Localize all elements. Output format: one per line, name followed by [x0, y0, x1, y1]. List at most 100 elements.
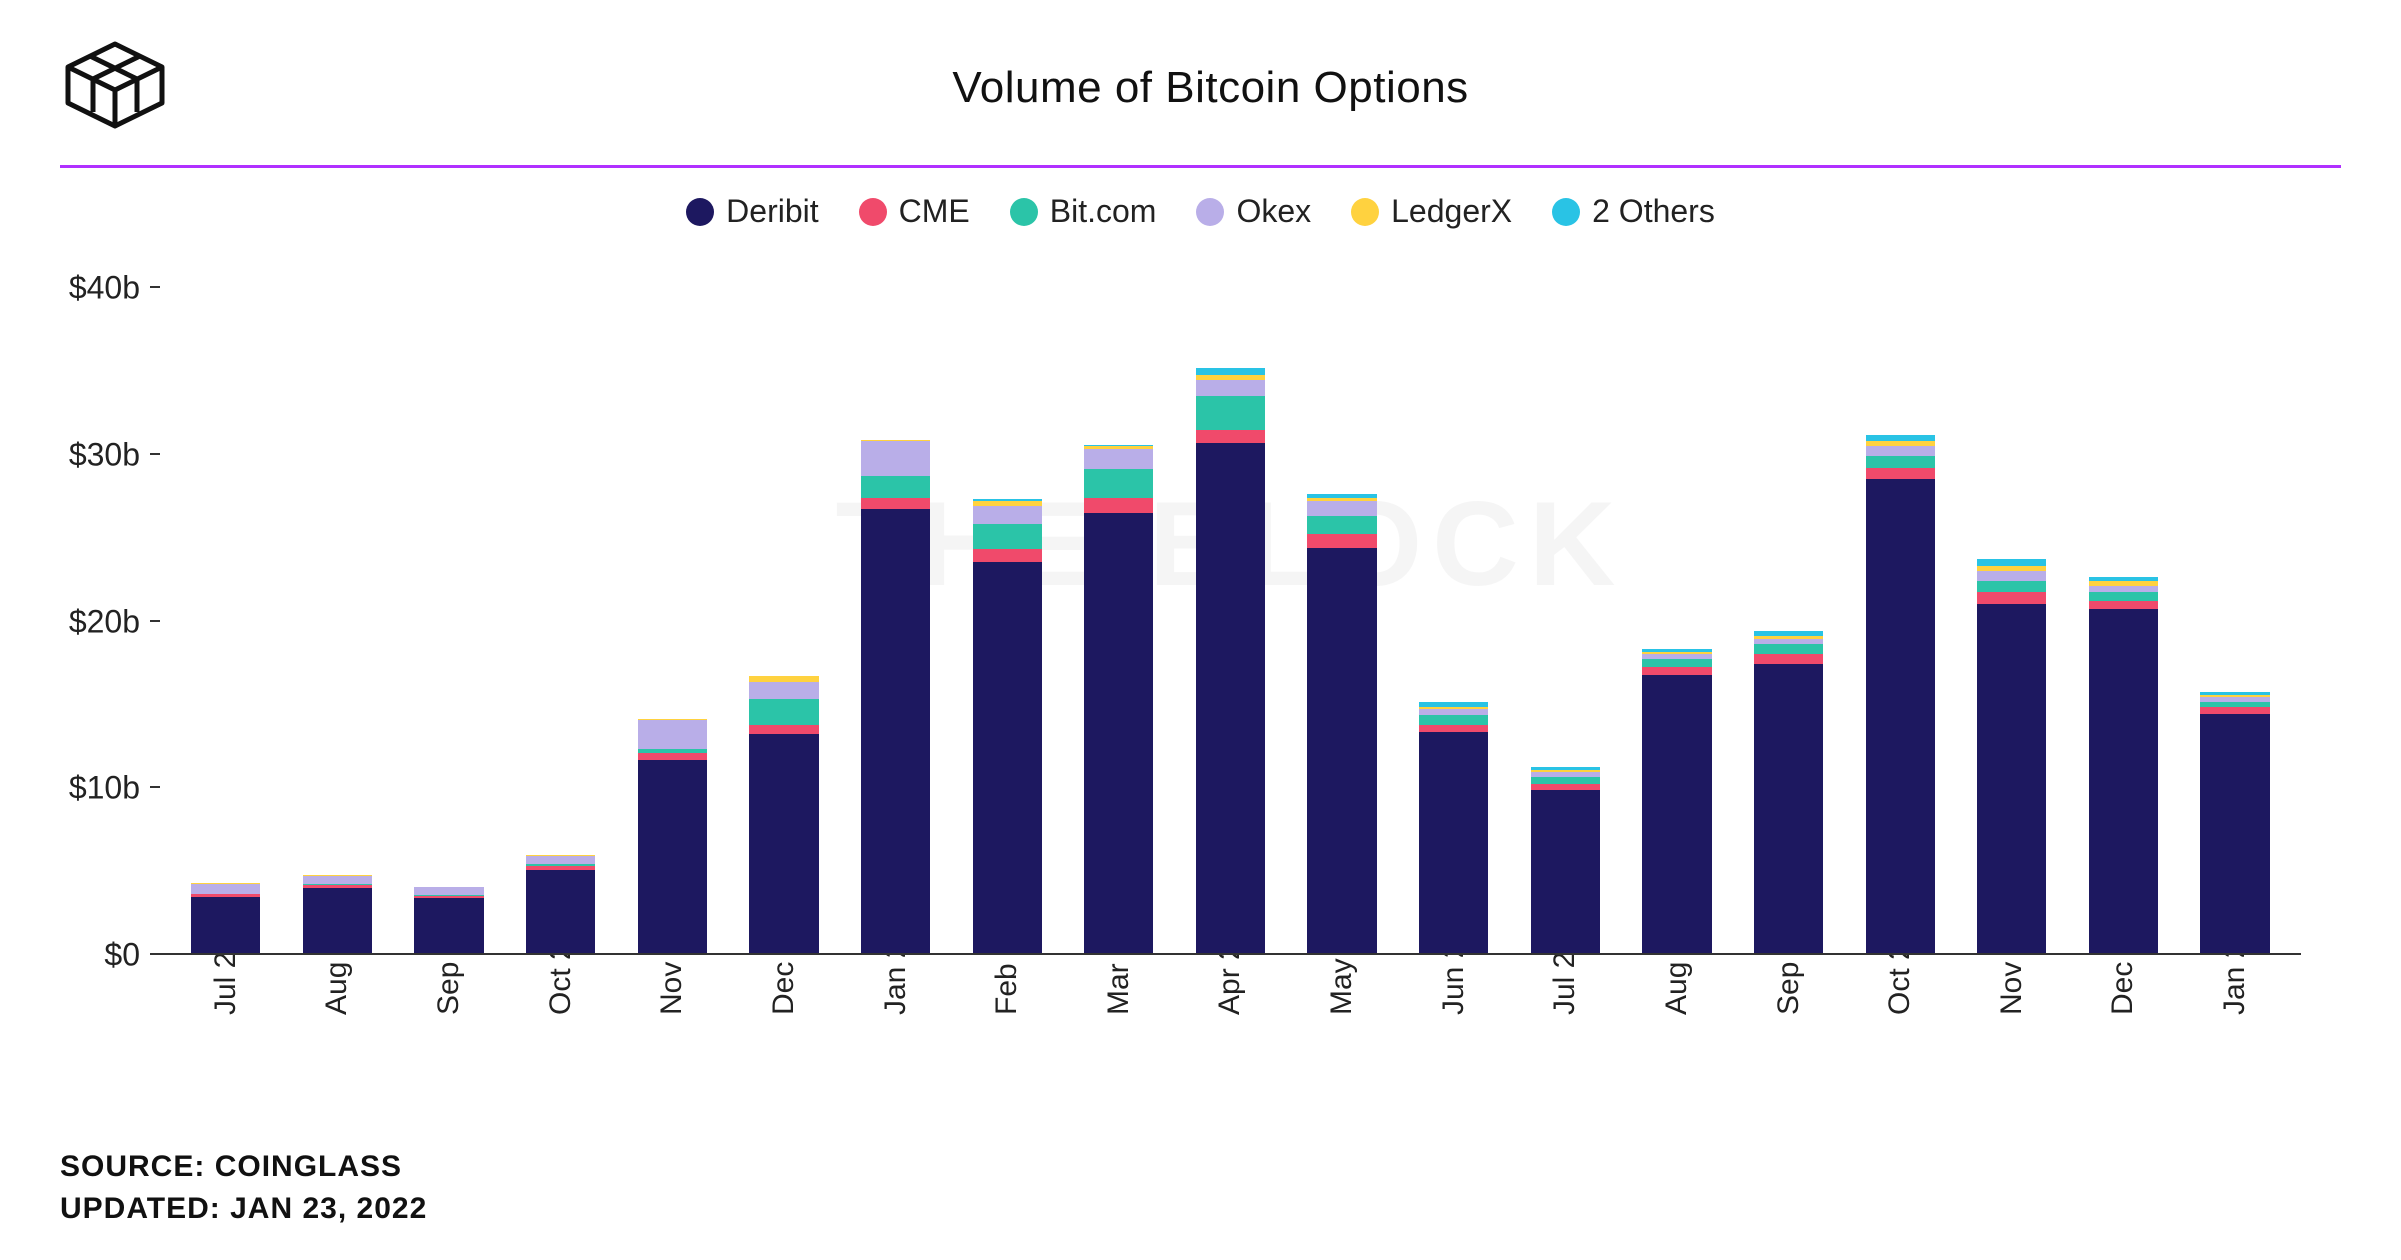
x-axis-label: Oct 2021 [1883, 967, 1917, 1015]
stacked-bar[interactable] [973, 499, 1042, 953]
y-tick-mark [150, 953, 160, 955]
stacked-bar[interactable] [1754, 631, 1823, 953]
x-axis-label: Aug 2021 [1660, 967, 1694, 1015]
legend-item[interactable]: CME [859, 193, 970, 230]
stacked-bar[interactable] [2200, 692, 2269, 953]
legend-item[interactable]: LedgerX [1351, 193, 1512, 230]
y-axis-label: $0 [104, 937, 140, 974]
x-tick-wrap: Oct 2021 [1844, 955, 1956, 1015]
stacked-bar[interactable] [2089, 577, 2158, 953]
stacked-bar[interactable] [191, 883, 260, 953]
bar-segment [1977, 604, 2046, 953]
bar-segment [2200, 707, 2269, 714]
bar-segment [1307, 548, 1376, 953]
legend-label: Deribit [726, 193, 818, 230]
bar-slot [1063, 255, 1175, 953]
stacked-bar[interactable] [414, 887, 483, 953]
stacked-bar[interactable] [1419, 702, 1488, 953]
stacked-bar[interactable] [1531, 767, 1600, 953]
x-axis-label: Dec 2020 [767, 967, 801, 1015]
legend-swatch-icon [1196, 198, 1224, 226]
bar-slot [1286, 255, 1398, 953]
chart-area: THE BLOCK $0$10b$20b$30b$40b Jul 2020Aug… [160, 255, 2301, 1015]
y-axis-label: $40b [69, 270, 140, 307]
x-tick-wrap: Dec 2021 [2068, 955, 2180, 1015]
bar-segment [638, 760, 707, 953]
legend-item[interactable]: Bit.com [1010, 193, 1157, 230]
x-axis-label: Oct 2020 [544, 967, 578, 1015]
y-axis-label: $20b [69, 603, 140, 640]
stacked-bar[interactable] [1977, 559, 2046, 953]
bar-segment [1419, 732, 1488, 953]
x-tick-wrap: Nov 2020 [617, 955, 729, 1015]
legend-label: Okex [1236, 193, 1311, 230]
bar-segment [1866, 435, 1935, 442]
bar-segment [1084, 469, 1153, 497]
bar-segment [749, 699, 818, 726]
bar-segment [973, 506, 1042, 524]
stacked-bar[interactable] [1642, 649, 1711, 953]
bar-segment [1754, 644, 1823, 654]
bar-segment [1419, 725, 1488, 732]
source-value: COINGLASS [215, 1150, 402, 1183]
stacked-bar[interactable] [749, 675, 818, 953]
source-label: SOURCE: [60, 1150, 205, 1183]
header-divider [60, 165, 2341, 168]
bar-segment [1196, 430, 1265, 443]
bar-slot [1621, 255, 1733, 953]
bar-segment [1419, 709, 1488, 716]
legend-item[interactable]: Okex [1196, 193, 1311, 230]
stacked-bar[interactable] [303, 875, 372, 953]
x-tick-wrap: Sep 2020 [393, 955, 505, 1015]
bar-segment [973, 549, 1042, 562]
bar-segment [1196, 443, 1265, 953]
bar-segment [2089, 609, 2158, 953]
bar-segment [861, 509, 930, 953]
x-axis-label: May 2021 [1325, 967, 1359, 1015]
bar-slot [505, 255, 617, 953]
bar-slot [170, 255, 282, 953]
stacked-bar[interactable] [1084, 444, 1153, 953]
y-tick-mark [150, 286, 160, 288]
bar-segment [191, 897, 260, 954]
x-axis-label: Jan 2021 [879, 967, 913, 1015]
bar-segment [1642, 667, 1711, 675]
y-axis: $0$10b$20b$30b$40b [60, 255, 150, 955]
bar-segment [1307, 516, 1376, 534]
x-axis: Jul 2020Aug 2020Sep 2020Oct 2020Nov 2020… [160, 955, 2301, 1015]
bar-segment [861, 476, 930, 498]
x-tick-wrap: Jan 2021 [840, 955, 952, 1015]
bar-segment [1531, 777, 1600, 784]
stacked-bar[interactable] [638, 719, 707, 953]
stacked-bar[interactable] [526, 855, 595, 953]
bar-slot [1175, 255, 1287, 953]
stacked-bar[interactable] [861, 439, 930, 953]
bar-segment [1866, 446, 1935, 456]
bar-slot [1956, 255, 2068, 953]
bar-segment [749, 682, 818, 699]
bar-slot [617, 255, 729, 953]
stacked-bar[interactable] [1196, 368, 1265, 953]
bar-segment [749, 676, 818, 683]
y-axis-label: $10b [69, 770, 140, 807]
legend-item[interactable]: 2 Others [1552, 193, 1715, 230]
bar-slot [951, 255, 1063, 953]
bar-segment [1084, 513, 1153, 953]
x-axis-label: Feb 2021 [990, 967, 1024, 1015]
x-axis-label: Jun 2021 [1437, 967, 1471, 1015]
bar-slot [282, 255, 394, 953]
bar-segment [1307, 501, 1376, 516]
updated-label: UPDATED: [60, 1192, 221, 1225]
stacked-bar[interactable] [1866, 435, 1935, 954]
x-tick-wrap: Apr 2021 [1175, 955, 1287, 1015]
bar-segment [1866, 479, 1935, 953]
chart-footer: SOURCE: COINGLASS UPDATED: JAN 23, 2022 [60, 1146, 427, 1230]
bar-segment [1977, 592, 2046, 604]
legend-item[interactable]: Deribit [686, 193, 818, 230]
x-axis-label: Jan 2022* [2218, 967, 2252, 1015]
stacked-bar[interactable] [1307, 494, 1376, 953]
bar-segment [2089, 601, 2158, 609]
bar-slot [1510, 255, 1622, 953]
bar-segment [1084, 449, 1153, 469]
x-axis-label: Nov 2021 [1995, 967, 2029, 1015]
